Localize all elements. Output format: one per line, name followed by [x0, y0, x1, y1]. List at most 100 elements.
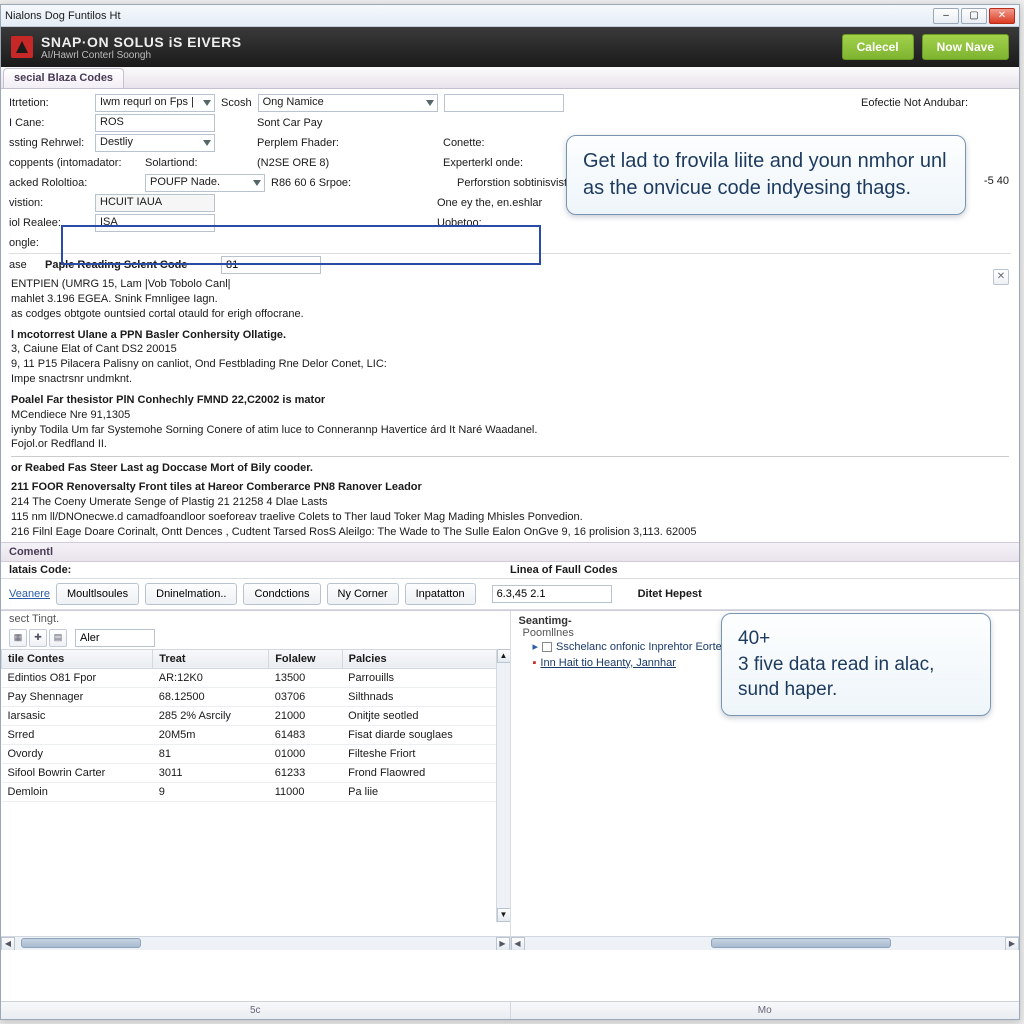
- input-cane[interactable]: ROS: [95, 114, 215, 132]
- select-rotation[interactable]: POUFP Nade.: [145, 174, 265, 192]
- label-nose: (N2SE ORE 8): [257, 157, 437, 169]
- table-cell: Parrouills: [342, 668, 509, 687]
- table-row[interactable]: Pay Shennager68.1250003706Silthnads: [2, 687, 510, 706]
- label-problem: Perplem Fhader:: [257, 137, 437, 149]
- callout-secondary: 40+ 3 five data read in alac, sund haper…: [721, 613, 991, 716]
- search-input[interactable]: [444, 94, 564, 112]
- table-header[interactable]: Treat: [153, 649, 269, 668]
- table-header[interactable]: tile Contes: [2, 649, 153, 668]
- table-row[interactable]: Edintios O81 FporAR:12K013500Parrouills: [2, 668, 510, 687]
- btn-mycorner[interactable]: Ny Corner: [327, 583, 399, 605]
- label-reader: iol Realee:: [9, 217, 89, 229]
- table-cell: 3011: [153, 763, 269, 782]
- table-cell: Sifool Bowrin Carter: [2, 763, 153, 782]
- new-button[interactable]: Now Nave: [922, 34, 1009, 60]
- desc-line: 9, 11 P15 Pilacera Palisny on canliot, O…: [11, 357, 1009, 372]
- desc-line: 214 The Coeny Umerate Senge of Plastig 2…: [11, 495, 1009, 510]
- btn-modules[interactable]: Moultlsoules: [56, 583, 139, 605]
- table-cell: 81: [153, 744, 269, 763]
- main-window: Nialons Dog Funtilos Ht – ▢ ✕ SNAP·ON SO…: [0, 4, 1020, 1020]
- table-row[interactable]: Srred20M5m61483Fisat diarde souglaes: [2, 725, 510, 744]
- brand-text: SNAP·ON SOLUS iS EIVERS AI/Hawrl Conterl…: [41, 34, 242, 61]
- table-row[interactable]: Ovordy8101000Filteshe Friort: [2, 744, 510, 763]
- left-pane: sect Tingt. ▦ ✚ ▤ tile ContesTreatFolale…: [1, 611, 511, 950]
- tab-codes[interactable]: secial Blaza Codes: [3, 68, 124, 88]
- table-row[interactable]: Demloin911000Pa liie: [2, 782, 510, 801]
- table-cell: Silthnads: [342, 687, 509, 706]
- tool-icon[interactable]: ▤: [49, 629, 67, 647]
- desc-line: 115 nm ll/DNOnecwe.d camadfoandloor soef…: [11, 510, 1009, 525]
- select-section[interactable]: Iwm requrl on Fps |: [95, 94, 215, 112]
- table-cell: Demloin: [2, 782, 153, 801]
- desc-line: ENTPIEN (UMRG 15, Lam |Vob Tobolo Canl|: [11, 277, 1009, 292]
- tool-icon[interactable]: ✚: [29, 629, 47, 647]
- table-header[interactable]: Palcies: [342, 649, 509, 668]
- vertical-scrollbar[interactable]: ▲▼: [496, 649, 510, 922]
- filter-input[interactable]: [75, 629, 155, 647]
- table-cell: Fisat diarde souglaes: [342, 725, 509, 744]
- table-header[interactable]: Folalew: [269, 649, 342, 668]
- btn-info[interactable]: Dninelmation..: [145, 583, 237, 605]
- table-cell: Ovordy: [2, 744, 153, 763]
- desc-heading: Poalel Far thesistor PlN Conhechly FMND …: [11, 394, 325, 406]
- table-cell: 9: [153, 782, 269, 801]
- table-cell: 03706: [269, 687, 342, 706]
- table-cell: Srred: [2, 725, 153, 744]
- strip-comment: Comentl: [1, 542, 1019, 562]
- brand-line2: AI/Hawrl Conterl Soongh: [41, 50, 242, 61]
- label-export: Experterkl onde:: [443, 157, 563, 169]
- table-row[interactable]: Sifool Bowrin Carter301161233Frond Flaow…: [2, 763, 510, 782]
- tab-strip: secial Blaza Codes: [1, 67, 1019, 89]
- desc-line: Impe snactrsnr undmknt.: [11, 372, 1009, 387]
- input-version[interactable]: [492, 585, 612, 603]
- label-section: Itrtetion:: [9, 97, 89, 109]
- select-rating[interactable]: Destliy: [95, 134, 215, 152]
- table-row[interactable]: Iarsasic285 2% Asrcily21000Onitjte seotl…: [2, 706, 510, 725]
- callout2-line2: 3 five data read in alac, sund haper.: [738, 652, 974, 703]
- brand-line1: SNAP·ON SOLUS iS EIVERS: [41, 34, 242, 50]
- status-left: 5c: [1, 1002, 511, 1019]
- label-uobetoo: Uobetoo:: [437, 217, 482, 229]
- maximize-button[interactable]: ▢: [961, 8, 987, 24]
- link-veanere[interactable]: Veanere: [9, 588, 50, 600]
- tab-ase[interactable]: ase: [9, 259, 39, 271]
- select-search[interactable]: Ong Namice: [258, 94, 438, 112]
- panel-close-icon[interactable]: ✕: [993, 269, 1009, 285]
- label-ongle: ongle:: [9, 237, 89, 249]
- tree-item-label: Sschelanc onfonic Inprehtor Eorter Pa: [556, 641, 742, 653]
- horizontal-scrollbar[interactable]: ◀▶: [511, 936, 1020, 950]
- checkbox-icon[interactable]: [542, 642, 552, 652]
- label-sort: Sont Car Pay: [257, 117, 437, 129]
- input-reader[interactable]: ISA: [95, 214, 215, 232]
- table-cell: 01000: [269, 744, 342, 763]
- brand-icon: [11, 36, 33, 58]
- desc-heading: 211 FOOR Renoversalty Front tiles at Har…: [11, 481, 422, 493]
- label-search: Scosh: [221, 97, 252, 109]
- minimize-button[interactable]: –: [933, 8, 959, 24]
- horizontal-scrollbar[interactable]: ◀▶: [1, 936, 510, 950]
- label-direct: Ditet Hepest: [638, 588, 702, 600]
- tool-icon[interactable]: ▦: [9, 629, 27, 647]
- desc-line: iynby Todila Um far Systemohe Sorning Co…: [11, 423, 1009, 438]
- btn-conditions[interactable]: Condctions: [243, 583, 320, 605]
- desc-line: Fojol.or Redfland II.: [11, 437, 1009, 452]
- input-vision[interactable]: HCUIT IAUA: [95, 194, 215, 212]
- table-cell: 20M5m: [153, 725, 269, 744]
- cancel-button[interactable]: Calecel: [842, 34, 914, 60]
- desc-heading: l mcotorrest Ulane a PPN Basler Conhersi…: [11, 329, 286, 341]
- table-cell: Filteshe Friort: [342, 744, 509, 763]
- value-components: Solartiond:: [145, 157, 215, 169]
- close-button[interactable]: ✕: [989, 8, 1015, 24]
- label-rotation: acked Rololtioa:: [9, 177, 139, 189]
- tab-reading[interactable]: Paple Reading Sclent Code: [45, 259, 215, 271]
- input-reading[interactable]: [221, 256, 321, 274]
- window-title: Nialons Dog Funtilos Ht: [5, 10, 933, 22]
- desc-line: mahlet 3.196 EGEA. Snink Fmnligee Iagn.: [11, 292, 1009, 307]
- callout-main-text: Get lad to frovila liite and youn nmhor …: [583, 150, 947, 199]
- description-block: ENTPIEN (UMRG 15, Lam |Vob Tobolo Canl| …: [1, 275, 1019, 542]
- table-cell: AR:12K0: [153, 668, 269, 687]
- btn-import[interactable]: Inpatatton: [405, 583, 476, 605]
- label-rpm: R86 60 6 Srpoe:: [271, 177, 451, 189]
- table-cell: 11000: [269, 782, 342, 801]
- brand-bar: SNAP·ON SOLUS iS EIVERS AI/Hawrl Conterl…: [1, 27, 1019, 67]
